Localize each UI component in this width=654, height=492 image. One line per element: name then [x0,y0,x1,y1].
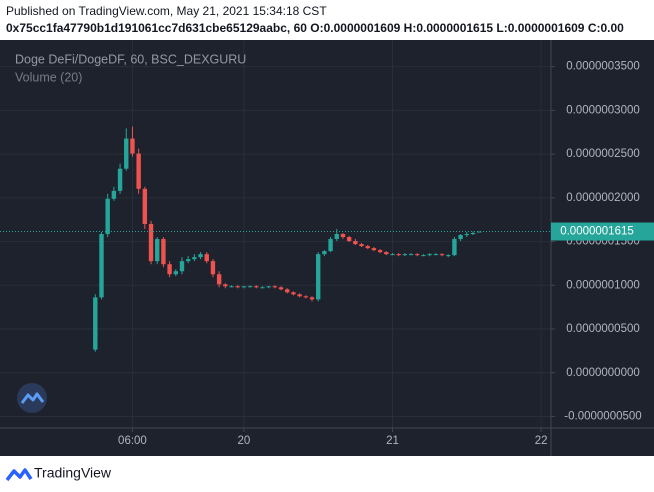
candle-body [148,223,154,262]
candle-body [396,254,401,256]
chart-subtitle: Volume (20) [15,70,82,84]
plot [0,40,551,428]
candle-body [241,286,247,288]
candle-body [359,244,364,247]
candle-body [161,239,166,265]
candle-body [353,241,358,245]
candle-body [285,289,290,293]
x-tick-label: 20 [238,435,251,447]
candle-body [315,254,321,300]
candle-body [142,188,148,224]
footer-bg [0,456,654,492]
watermark-logo [17,383,47,413]
candle-body [93,297,98,350]
candle-body [377,250,383,253]
candle-body [291,292,296,295]
y-tick-label: 0.0000002000 [566,192,640,204]
candle-body [260,287,265,289]
candle-body [254,286,259,288]
candle-body [303,296,309,298]
candle-body [427,254,432,256]
header-bg [0,0,654,40]
candle-body [470,232,476,235]
y-tick-label: 0.0000003500 [566,61,640,73]
candle-body [105,198,110,235]
candle-body [272,286,278,288]
candle-body [210,261,216,275]
candle-body [476,231,482,233]
candle-body [384,252,389,255]
chart-title: Doge DeFi/DogeDF, 60, BSC_DEXGURU [15,52,246,66]
y-tick-label: 0.0000000000 [566,367,640,379]
symbol-line: 0x75cc1fa47790b1d191061cc7d631cbe65129aa… [6,21,624,35]
candle-body [185,259,191,262]
candle-body [216,274,222,285]
candle-body [371,248,377,251]
y-tick-label: 0.0000002500 [566,148,640,160]
published-text: Published on TradingView.com, May 21, 20… [6,4,327,18]
candle-body [229,286,234,288]
y-tick-label: 0.0000003000 [566,104,640,116]
candle-body [346,237,352,242]
candle-body [155,239,160,262]
candle-body [408,254,414,256]
chart-bg [0,40,654,456]
candle-body [266,286,271,288]
candle-body [173,271,178,275]
candle-body [365,246,370,249]
x-tick-label: 22 [535,435,548,447]
candle-body [340,234,346,238]
candle-body [99,234,104,298]
candle-body [334,234,339,240]
candle-body [390,254,395,256]
y-tick-label: -0.0000000500 [564,410,641,422]
candle-body [421,255,426,257]
candle-body [458,235,463,240]
candle-body [464,234,469,236]
y-tick-label: 0.0000000500 [566,323,640,335]
candle-body [111,190,117,199]
candle-body [452,239,457,256]
candle-body [167,264,172,275]
candle-body [235,286,240,288]
candle-body [309,297,315,300]
candle-body [204,254,209,262]
candle-body [415,254,420,256]
footer-brand: TradingView [34,465,112,481]
candle-body [278,287,284,290]
candle-body [179,261,185,272]
footer-logo [5,468,33,482]
candle-body [117,168,123,191]
last-price-label: 0.0000001615 [560,226,634,238]
candle-body [297,294,302,297]
candle-body [433,254,439,256]
candle-body [446,255,451,257]
candle-body [192,257,197,260]
x-tick-label: 06:00 [118,435,147,447]
candle-body [247,286,253,288]
y-tick-label: 0.0000001000 [566,279,640,291]
candle-body [322,251,327,255]
candle-body [198,254,203,258]
candle-body [328,239,333,252]
candle-body [130,138,135,154]
candle-body [223,284,228,287]
last-price-box [551,222,654,241]
candle-body [136,153,141,189]
x-tick-label: 21 [386,435,399,447]
candle-body [124,138,129,169]
candle-body [439,254,445,256]
candle-body [402,254,408,256]
